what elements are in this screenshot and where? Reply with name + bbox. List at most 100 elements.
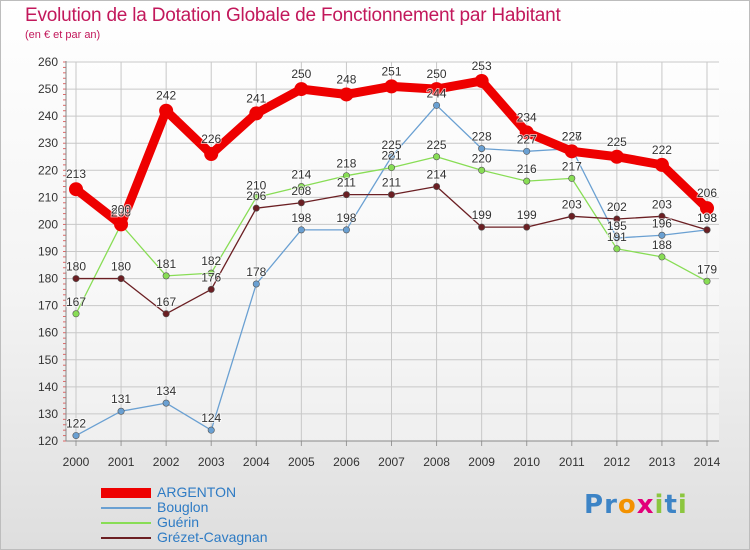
chart-title: Evolution de la Dotation Globale de Fonc…: [25, 5, 561, 26]
data-label-grezet-cavagnan: 211: [337, 176, 356, 190]
data-label-bouglon: 227: [517, 132, 537, 146]
y-tick-label: 190: [38, 245, 58, 259]
data-label-argenton: 227: [562, 129, 582, 143]
data-point-grezet-cavagnan: [297, 199, 305, 207]
data-label-bouglon: 178: [246, 265, 266, 279]
legend-swatch: [101, 521, 151, 524]
data-label-guerin: 182: [201, 254, 221, 268]
proxiti-logo: Proxiti: [584, 490, 688, 520]
data-label-bouglon: 198: [291, 211, 311, 225]
data-label-guerin: 181: [156, 257, 176, 271]
legend-item-argenton: ARGENTON: [101, 485, 268, 500]
data-label-argenton: 222: [652, 143, 672, 157]
data-label-argenton: 251: [381, 64, 401, 78]
y-tick-label: 160: [38, 326, 58, 340]
x-tick-label: 2011: [559, 455, 585, 469]
data-point-guerin: [613, 245, 621, 253]
data-label-bouglon: 198: [697, 211, 717, 225]
data-point-argenton: [609, 149, 624, 164]
logo-letter: o: [617, 490, 637, 520]
data-point-argenton: [384, 79, 399, 94]
data-point-grezet-cavagnan: [207, 285, 215, 293]
data-point-grezet-cavagnan: [252, 204, 260, 212]
x-tick-label: 2008: [423, 455, 450, 469]
data-point-grezet-cavagnan: [613, 215, 621, 223]
x-tick-label: 2004: [243, 455, 270, 469]
x-tick-label: 2007: [378, 455, 405, 469]
data-point-argenton: [204, 147, 219, 162]
y-tick-label: 210: [38, 190, 58, 204]
data-point-argenton: [294, 82, 309, 97]
data-point-grezet-cavagnan: [433, 183, 441, 191]
x-tick-label: 2001: [108, 455, 135, 469]
data-point-argenton: [654, 157, 669, 172]
y-tick-label: 220: [38, 163, 58, 177]
data-label-grezet-cavagnan: 198: [697, 211, 717, 225]
data-label-guerin: 221: [381, 149, 401, 163]
x-tick-label: 2003: [198, 455, 225, 469]
data-point-bouglon: [387, 153, 395, 161]
data-point-grezet-cavagnan: [342, 191, 350, 199]
x-tick-label: 2005: [288, 455, 315, 469]
data-point-guerin: [72, 310, 80, 318]
data-point-guerin: [658, 253, 666, 261]
data-point-argenton: [69, 182, 83, 197]
data-label-bouglon: 228: [472, 130, 492, 144]
data-label-grezet-cavagnan: 199: [472, 208, 492, 222]
data-label-argenton: 225: [607, 135, 627, 149]
logo-letter: i: [654, 490, 665, 520]
data-label-argenton: 242: [156, 89, 176, 103]
data-point-guerin: [703, 277, 711, 285]
y-tick-label: 170: [38, 299, 58, 313]
data-point-grezet-cavagnan: [117, 275, 125, 283]
data-label-guerin: 216: [517, 162, 537, 176]
y-tick-label: 230: [38, 136, 58, 150]
data-point-bouglon: [72, 432, 80, 440]
data-point-bouglon: [523, 147, 531, 155]
x-tick-label: 2000: [63, 455, 90, 469]
data-point-grezet-cavagnan: [162, 310, 170, 318]
y-tick-label: 150: [38, 353, 58, 367]
data-label-bouglon: 225: [381, 138, 401, 152]
data-label-grezet-cavagnan: 211: [382, 176, 401, 190]
x-tick-label: 2014: [694, 455, 721, 469]
y-tick-label: 180: [38, 272, 58, 286]
data-label-argenton: 248: [336, 72, 356, 86]
legend-item-bouglon: Bouglon: [101, 500, 268, 515]
data-label-argenton: 226: [201, 132, 221, 146]
y-tick-label: 140: [38, 380, 58, 394]
data-label-bouglon: 195: [607, 219, 627, 233]
data-label-argenton: 250: [427, 67, 447, 81]
data-point-grezet-cavagnan: [568, 212, 576, 220]
data-point-grezet-cavagnan: [478, 223, 486, 231]
data-label-grezet-cavagnan: 214: [427, 168, 447, 182]
data-point-bouglon: [613, 234, 621, 242]
y-tick-label: 200: [38, 217, 58, 231]
data-label-argenton: 241: [246, 91, 266, 105]
x-tick-label: 2002: [153, 455, 180, 469]
data-point-guerin: [252, 193, 260, 201]
y-tick-label: 260: [38, 55, 58, 69]
data-point-bouglon: [342, 226, 350, 234]
data-label-bouglon: 122: [66, 417, 86, 431]
x-tick-label: 2013: [649, 455, 676, 469]
data-label-guerin: 188: [652, 238, 672, 252]
legend-swatch: [101, 506, 151, 509]
data-point-argenton: [474, 73, 489, 88]
data-label-bouglon: 196: [652, 216, 672, 230]
data-label-guerin: 167: [66, 295, 86, 309]
data-point-guerin: [433, 153, 441, 161]
data-label-bouglon: 134: [156, 384, 176, 398]
data-label-guerin: 217: [562, 159, 582, 173]
logo-letter: r: [604, 490, 618, 520]
data-point-argenton: [700, 201, 714, 216]
data-point-bouglon: [297, 226, 305, 234]
logo-letter: x: [636, 490, 655, 520]
data-point-argenton: [249, 106, 264, 121]
data-point-bouglon: [252, 280, 260, 288]
data-point-argenton: [114, 217, 129, 232]
data-label-guerin: 214: [291, 168, 311, 182]
chart-subtitle: (en € et par an): [25, 29, 101, 41]
data-label-guerin: 218: [336, 157, 356, 171]
data-point-grezet-cavagnan: [523, 223, 531, 231]
